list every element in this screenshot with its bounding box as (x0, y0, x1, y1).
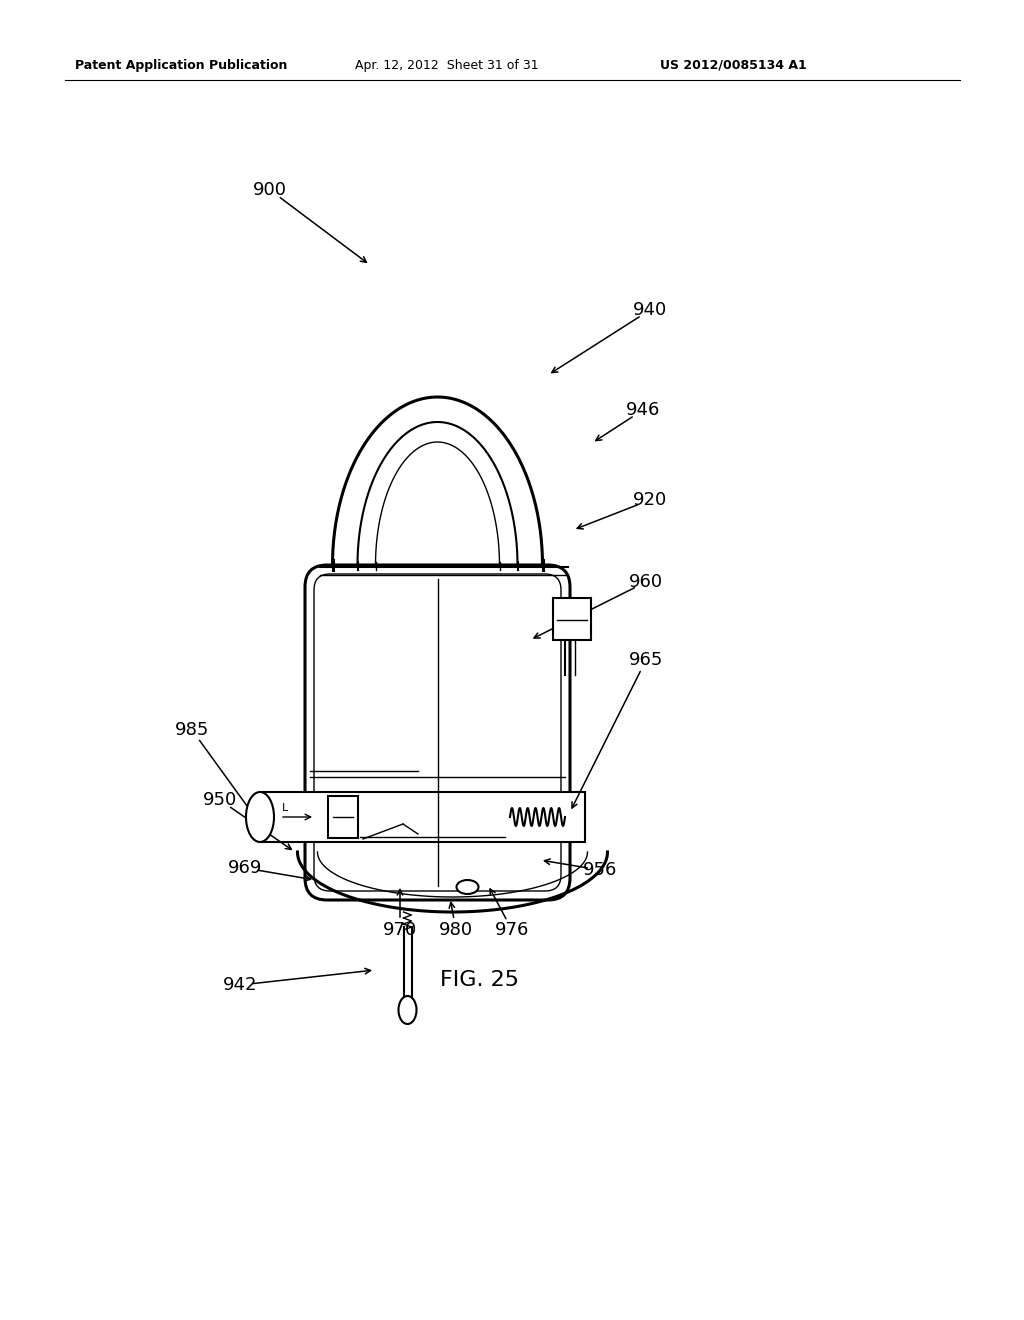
Ellipse shape (246, 792, 274, 842)
Text: L: L (282, 803, 288, 813)
Text: 970: 970 (383, 921, 417, 939)
Bar (328, 796, 358, 838)
Ellipse shape (457, 880, 478, 894)
Text: Apr. 12, 2012  Sheet 31 of 31: Apr. 12, 2012 Sheet 31 of 31 (355, 58, 539, 71)
Bar (260, 792, 585, 842)
Text: 985: 985 (175, 721, 209, 739)
Text: 950: 950 (203, 791, 238, 809)
Text: 900: 900 (253, 181, 287, 199)
Text: 980: 980 (439, 921, 473, 939)
Text: Patent Application Publication: Patent Application Publication (75, 58, 288, 71)
Text: 920: 920 (633, 491, 667, 510)
FancyBboxPatch shape (314, 574, 561, 891)
Text: 960: 960 (629, 573, 664, 591)
Ellipse shape (398, 997, 417, 1024)
Text: 942: 942 (223, 975, 257, 994)
Text: 976: 976 (495, 921, 529, 939)
Text: US 2012/0085134 A1: US 2012/0085134 A1 (660, 58, 807, 71)
Text: 940: 940 (633, 301, 667, 319)
Text: 956: 956 (583, 861, 617, 879)
Text: 965: 965 (629, 651, 664, 669)
Text: 969: 969 (227, 859, 262, 876)
FancyBboxPatch shape (305, 565, 570, 900)
Text: FIG. 25: FIG. 25 (440, 970, 519, 990)
Text: 946: 946 (626, 401, 660, 418)
Bar (553, 598, 591, 640)
